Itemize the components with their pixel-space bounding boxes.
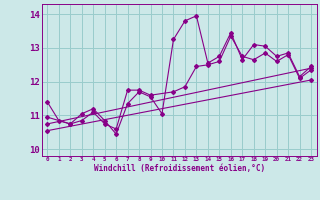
X-axis label: Windchill (Refroidissement éolien,°C): Windchill (Refroidissement éolien,°C) bbox=[94, 164, 265, 173]
